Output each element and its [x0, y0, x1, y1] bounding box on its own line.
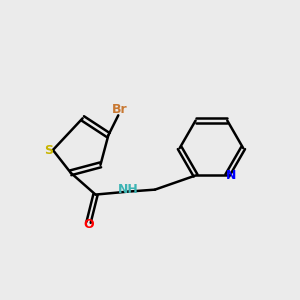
Text: O: O: [83, 218, 94, 231]
Text: N: N: [226, 169, 236, 182]
Text: Br: Br: [112, 103, 127, 116]
Text: S: S: [44, 143, 53, 157]
Text: NH: NH: [118, 183, 139, 196]
